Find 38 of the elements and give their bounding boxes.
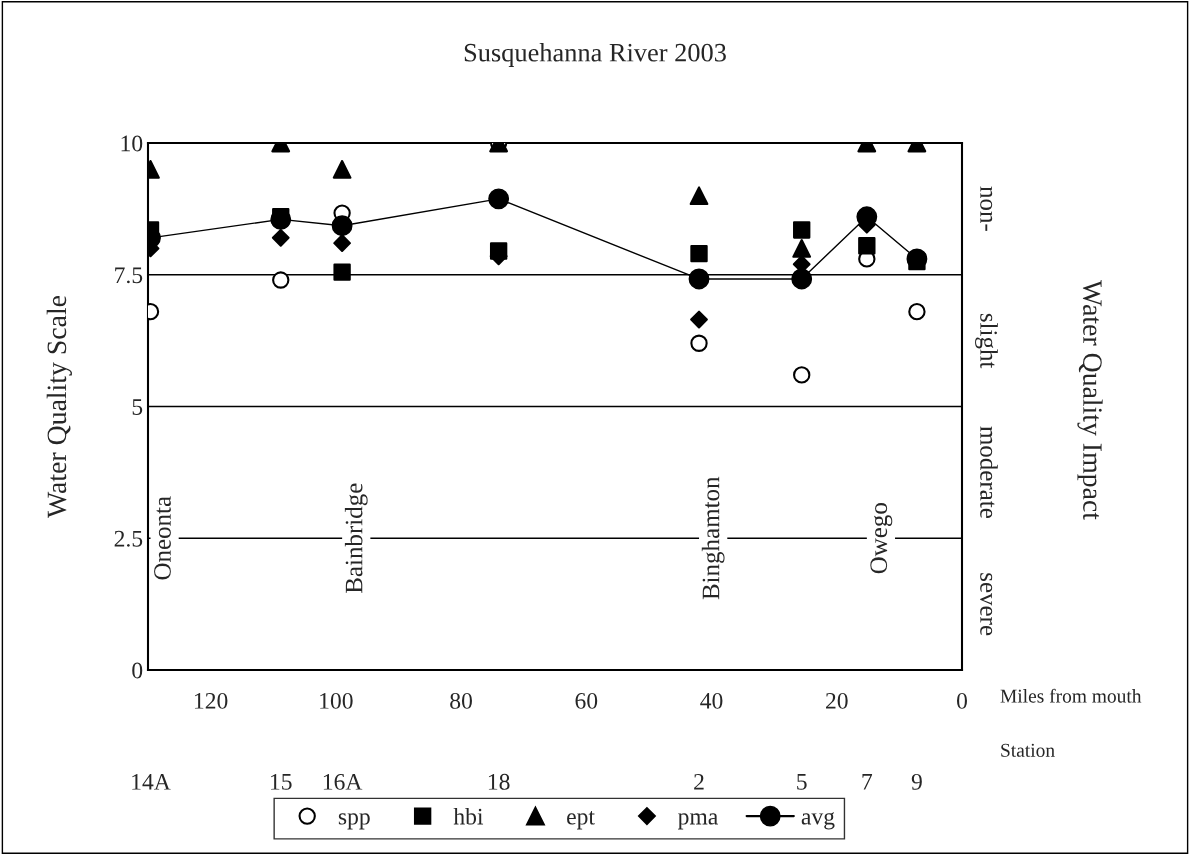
chart-title: Susquehanna River 2003 bbox=[464, 43, 726, 67]
annotation: Oneonta bbox=[154, 496, 171, 580]
y-tick-label: 0 bbox=[132, 662, 143, 679]
text: slight bbox=[975, 313, 998, 369]
x-tick-label: 20 bbox=[826, 692, 848, 709]
text: 15 bbox=[271, 773, 292, 790]
legend-label: avg bbox=[801, 812, 835, 830]
x-tick-label: 80 bbox=[450, 692, 472, 709]
legend-label: ept bbox=[567, 811, 595, 830]
annotation: Bainbridge bbox=[344, 483, 368, 594]
text: 9 bbox=[911, 773, 922, 790]
y-tick-label: 5 bbox=[132, 399, 143, 415]
text: 14A bbox=[132, 773, 171, 790]
text: non- bbox=[980, 186, 993, 231]
text: 5 bbox=[797, 774, 807, 790]
legend-label: hbi bbox=[453, 808, 484, 825]
annotation: Binghamton bbox=[701, 476, 725, 600]
legend-label: spp bbox=[338, 813, 370, 830]
text: 2 bbox=[694, 773, 704, 790]
text: moderate bbox=[980, 426, 998, 519]
legend-label: pma bbox=[678, 813, 718, 830]
text: 18 bbox=[488, 773, 510, 790]
text: 16A bbox=[323, 773, 363, 790]
y2-axis-title: Water Quality Impact bbox=[1077, 280, 1103, 520]
annotation: Owego bbox=[870, 503, 893, 574]
y-tick-label: 7.5 bbox=[115, 267, 143, 284]
text: Station bbox=[1001, 743, 1055, 757]
x-tick-label: 100 bbox=[320, 692, 353, 709]
x-tick-label: 60 bbox=[575, 692, 598, 709]
y-tick-label: 10 bbox=[121, 135, 143, 152]
y-tick-label: 2.5 bbox=[114, 530, 143, 547]
x-axis-title: Miles from mouth bbox=[1000, 688, 1142, 703]
x-tick-label: 0 bbox=[957, 692, 967, 709]
x-tick-label: 40 bbox=[700, 692, 723, 709]
x-tick-label: 120 bbox=[194, 692, 228, 709]
y-axis-title: Water Quality Scale bbox=[46, 295, 72, 518]
text: severe bbox=[980, 573, 993, 636]
text: 7 bbox=[862, 774, 873, 790]
